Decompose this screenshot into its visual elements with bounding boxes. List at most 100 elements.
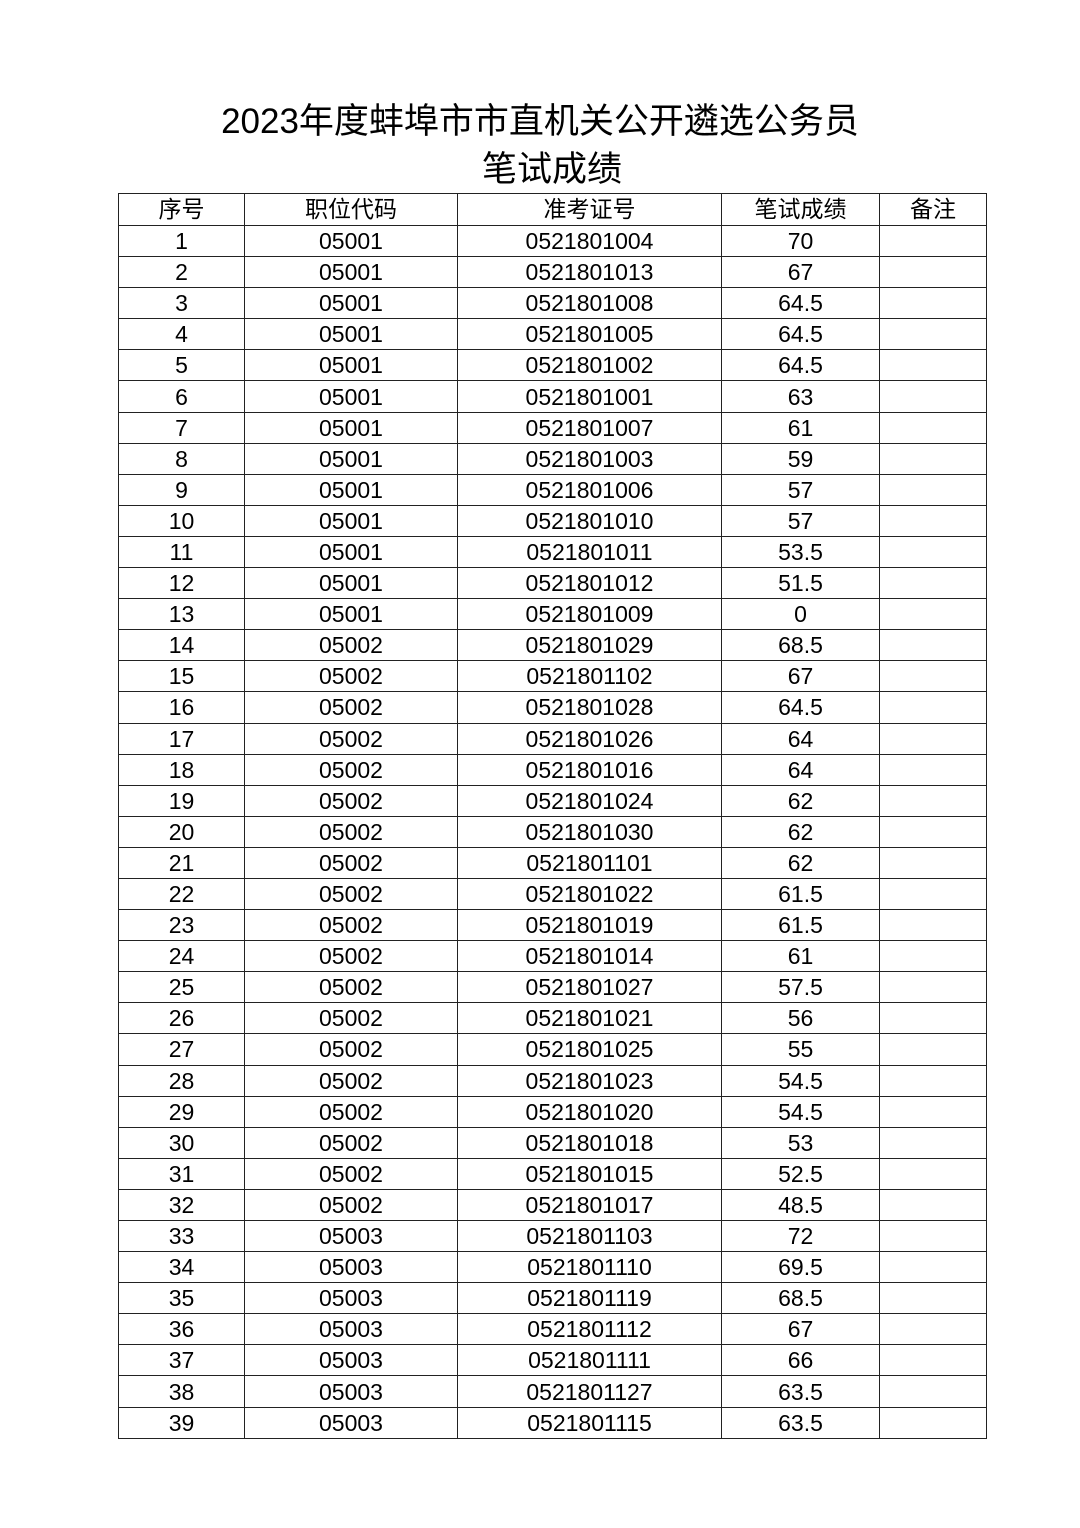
table-row: 37 05003 0521801111 66 bbox=[118, 1344, 987, 1377]
cell-remarks bbox=[879, 504, 987, 537]
cell-score: 53.5 bbox=[721, 535, 880, 569]
cell-index: 39 bbox=[118, 1406, 245, 1439]
cell-index: 21 bbox=[118, 846, 245, 879]
cell-position-code: 05002 bbox=[244, 940, 458, 973]
cell-remarks bbox=[879, 1095, 987, 1128]
cell-remarks bbox=[879, 1157, 987, 1190]
cell-remarks bbox=[879, 1406, 987, 1439]
table-row: 2 05001 0521801013 67 bbox=[118, 256, 987, 289]
cell-remarks bbox=[879, 784, 987, 817]
cell-exam-id: 0521801024 bbox=[457, 784, 722, 817]
cell-index: 35 bbox=[118, 1282, 245, 1315]
cell-remarks bbox=[879, 442, 987, 475]
cell-exam-id: 0521801103 bbox=[457, 1219, 722, 1253]
cell-index: 12 bbox=[118, 567, 245, 600]
cell-score: 64 bbox=[721, 722, 880, 755]
cell-position-code: 05001 bbox=[244, 442, 458, 475]
cell-score: 53 bbox=[721, 1126, 880, 1159]
cell-position-code: 05002 bbox=[244, 1157, 458, 1190]
table-row: 23 05002 0521801019 61.5 bbox=[118, 909, 987, 942]
table-row: 15 05002 0521801102 67 bbox=[118, 660, 987, 693]
cell-index: 24 bbox=[118, 940, 245, 973]
cell-score: 62 bbox=[721, 846, 880, 879]
cell-score: 68.5 bbox=[721, 629, 880, 662]
cell-position-code: 05001 bbox=[244, 318, 458, 351]
cell-position-code: 05002 bbox=[244, 1126, 458, 1159]
cell-position-code: 05003 bbox=[244, 1406, 458, 1439]
cell-score: 54.5 bbox=[721, 1095, 880, 1128]
cell-score: 57 bbox=[721, 504, 880, 537]
cell-exam-id: 0521801006 bbox=[457, 473, 722, 506]
document-subtitle: 笔试成绩 bbox=[481, 150, 622, 189]
table-row: 33 05003 0521801103 72 bbox=[118, 1219, 987, 1253]
cell-position-code: 05002 bbox=[244, 1002, 458, 1035]
table-row: 25 05002 0521801027 57.5 bbox=[118, 971, 987, 1004]
cell-position-code: 05002 bbox=[244, 846, 458, 879]
cell-remarks bbox=[879, 411, 987, 444]
cell-position-code: 05003 bbox=[244, 1251, 458, 1284]
table-row: 5 05001 0521801002 64.5 bbox=[118, 349, 987, 382]
cell-position-code: 05002 bbox=[244, 691, 458, 724]
cell-index: 32 bbox=[118, 1188, 245, 1222]
cell-remarks bbox=[879, 256, 987, 289]
cell-exam-id: 0521801027 bbox=[457, 971, 722, 1004]
cell-remarks bbox=[879, 1033, 987, 1066]
cell-index: 7 bbox=[118, 411, 245, 444]
table-row: 30 05002 0521801018 53 bbox=[118, 1126, 987, 1159]
cell-exam-id: 0521801001 bbox=[457, 380, 722, 413]
header-exam-id: 准考证号 bbox=[457, 193, 722, 226]
cell-index: 10 bbox=[118, 504, 245, 537]
cell-index: 9 bbox=[118, 473, 245, 506]
cell-score: 57 bbox=[721, 473, 880, 506]
table-row: 31 05002 0521801015 52.5 bbox=[118, 1157, 987, 1190]
cell-index: 11 bbox=[118, 535, 245, 569]
cell-exam-id: 0521801008 bbox=[457, 287, 722, 320]
table-header-row: 序号 职位代码 准考证号 笔试成绩 备注 bbox=[118, 193, 987, 226]
cell-index: 37 bbox=[118, 1344, 245, 1377]
table-row: 20 05002 0521801030 62 bbox=[118, 815, 987, 848]
cell-exam-id: 0521801011 bbox=[457, 535, 722, 569]
cell-remarks bbox=[879, 1344, 987, 1377]
cell-index: 23 bbox=[118, 909, 245, 942]
cell-remarks bbox=[879, 971, 987, 1004]
cell-score: 48.5 bbox=[721, 1188, 880, 1222]
table-row: 39 05003 0521801115 63.5 bbox=[118, 1406, 987, 1439]
cell-exam-id: 0521801019 bbox=[457, 909, 722, 942]
cell-remarks bbox=[879, 1313, 987, 1346]
cell-score: 55 bbox=[721, 1033, 880, 1066]
cell-remarks bbox=[879, 380, 987, 413]
cell-remarks bbox=[879, 1251, 987, 1284]
cell-exam-id: 0521801005 bbox=[457, 318, 722, 351]
cell-index: 38 bbox=[118, 1375, 245, 1408]
cell-score: 64.5 bbox=[721, 287, 880, 320]
cell-exam-id: 0521801111 bbox=[457, 1344, 722, 1377]
cell-position-code: 05001 bbox=[244, 598, 458, 631]
cell-exam-id: 0521801127 bbox=[457, 1375, 722, 1408]
cell-index: 6 bbox=[118, 380, 245, 413]
cell-index: 34 bbox=[118, 1251, 245, 1284]
table-row: 22 05002 0521801022 61.5 bbox=[118, 877, 987, 911]
cell-exam-id: 0521801115 bbox=[457, 1406, 722, 1439]
cell-position-code: 05002 bbox=[244, 1188, 458, 1222]
cell-position-code: 05001 bbox=[244, 224, 458, 258]
scores-table: 序号 职位代码 准考证号 笔试成绩 备注 1 05001 0521801004 70 2… bbox=[118, 193, 987, 1439]
table-row: 12 05001 0521801012 51.5 bbox=[118, 567, 987, 600]
cell-remarks bbox=[879, 1219, 987, 1253]
cell-score: 64.5 bbox=[721, 691, 880, 724]
cell-index: 30 bbox=[118, 1126, 245, 1159]
cell-index: 26 bbox=[118, 1002, 245, 1035]
cell-remarks bbox=[879, 660, 987, 693]
cell-position-code: 05003 bbox=[244, 1344, 458, 1377]
cell-index: 25 bbox=[118, 971, 245, 1004]
cell-position-code: 05002 bbox=[244, 753, 458, 786]
cell-index: 13 bbox=[118, 598, 245, 631]
cell-exam-id: 0521801015 bbox=[457, 1157, 722, 1190]
cell-remarks bbox=[879, 349, 987, 382]
cell-score: 57.5 bbox=[721, 971, 880, 1004]
header-score: 笔试成绩 bbox=[721, 193, 880, 226]
cell-position-code: 05001 bbox=[244, 256, 458, 289]
cell-score: 63 bbox=[721, 380, 880, 413]
cell-index: 14 bbox=[118, 629, 245, 662]
cell-index: 22 bbox=[118, 877, 245, 911]
document-title: 2023年度蚌埠市市直机关公开遴选公务员 bbox=[221, 102, 859, 141]
